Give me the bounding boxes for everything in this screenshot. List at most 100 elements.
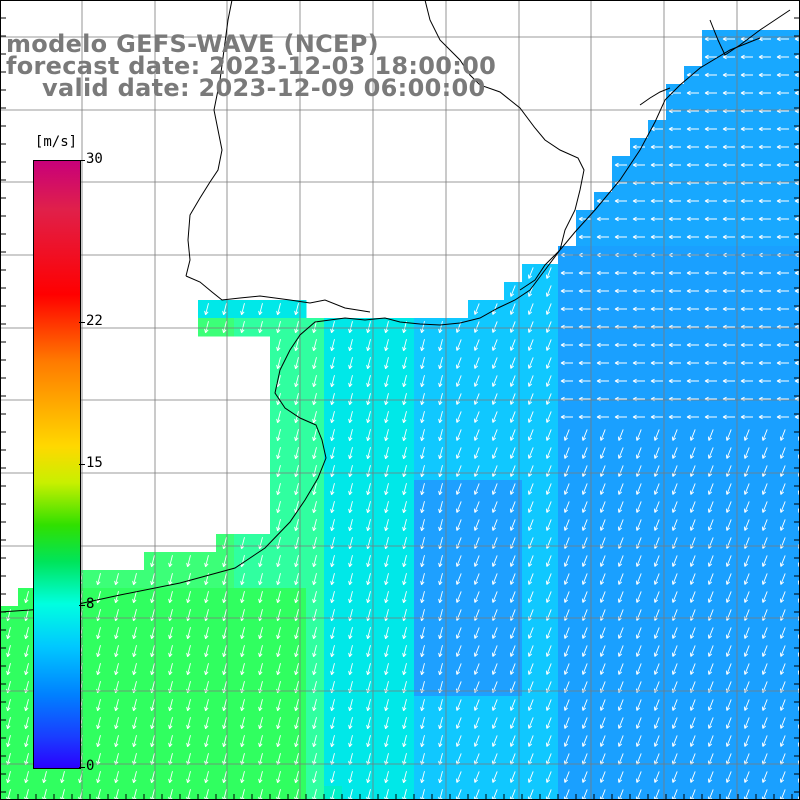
wind-arrow <box>527 339 534 351</box>
wind-arrow <box>402 375 407 388</box>
wind-arrow <box>671 447 678 459</box>
wind-arrow <box>707 447 714 459</box>
wind-arrows <box>6 36 800 800</box>
wind-arrow <box>438 483 443 496</box>
wind-arrow <box>509 501 516 513</box>
wind-arrow <box>402 573 407 586</box>
wind-arrow <box>545 285 552 297</box>
wind-arrow <box>366 555 371 568</box>
wind-arrow <box>473 663 480 675</box>
wind-arrow <box>96 771 101 784</box>
wind-arrow <box>725 663 732 675</box>
wind-arrow <box>632 216 645 222</box>
wind-arrow <box>509 411 516 423</box>
wind-arrow <box>24 699 29 712</box>
wind-arrow <box>276 339 281 352</box>
wind-arrow <box>761 555 768 567</box>
wind-arrow <box>491 663 498 675</box>
wind-arrow <box>366 717 371 730</box>
wind-arrow <box>545 555 552 567</box>
wind-arrow <box>420 645 425 658</box>
wind-arrow <box>707 699 714 711</box>
wind-arrow <box>596 342 609 348</box>
wind-arrow <box>671 771 678 783</box>
wind-arrow <box>743 663 750 675</box>
wind-arrow <box>509 285 516 297</box>
wind-arrow <box>794 144 800 150</box>
wind-arrow <box>545 717 552 729</box>
wind-arrow <box>150 771 155 784</box>
wind-arrow <box>599 699 606 711</box>
wind-arrow <box>366 699 371 712</box>
wind-arrow <box>294 717 299 730</box>
wind-arrow <box>294 447 299 460</box>
wind-arrow <box>545 645 552 657</box>
wind-arrow <box>596 378 609 384</box>
wind-arrow <box>258 663 263 676</box>
wind-arrow <box>420 411 425 424</box>
wind-arrow <box>132 573 137 586</box>
wind-arrow <box>276 591 281 604</box>
wind-arrow <box>438 591 443 604</box>
wind-arrow <box>509 699 516 711</box>
wind-arrow <box>276 483 281 496</box>
wind-arrow <box>725 501 732 513</box>
wind-arrow <box>294 375 299 388</box>
wind-arrow <box>348 645 353 658</box>
wind-arrow <box>276 303 281 316</box>
wind-arrow <box>402 465 407 478</box>
wind-arrow <box>420 447 425 460</box>
wind-arrow <box>258 573 263 586</box>
wind-arrow <box>599 573 606 585</box>
wind-arrow <box>758 342 771 348</box>
wind-arrow <box>491 447 498 459</box>
wind-arrow <box>491 591 498 603</box>
wind-arrow <box>794 216 800 222</box>
wind-arrow <box>617 735 624 747</box>
wind-arrow <box>114 735 119 748</box>
wind-arrow <box>366 411 371 424</box>
colorbar-tick-label: 22 <box>86 312 103 329</box>
wind-arrow <box>689 699 696 711</box>
wind-arrow <box>527 267 534 279</box>
wind-arrow <box>384 627 389 640</box>
wind-arrow <box>420 429 425 442</box>
wind-arrow <box>776 144 789 150</box>
wind-arrow <box>794 306 800 312</box>
wind-cell <box>792 426 800 445</box>
wind-arrow <box>632 360 645 366</box>
wind-arrow <box>614 162 627 168</box>
wind-arrow <box>668 144 681 150</box>
wind-arrow <box>438 771 443 784</box>
wind-arrow <box>704 306 717 312</box>
wind-arrow <box>545 627 552 639</box>
wind-arrow <box>722 234 735 240</box>
wind-arrow <box>438 357 443 370</box>
wind-arrow <box>509 717 516 729</box>
wind-arrow <box>114 573 119 586</box>
wind-arrow <box>632 378 645 384</box>
wind-cell <box>504 786 523 800</box>
wind-arrow <box>366 321 371 334</box>
wind-arrow <box>348 555 353 568</box>
wind-arrow <box>222 303 227 316</box>
wind-arrow <box>276 645 281 658</box>
wind-arrow <box>617 555 624 567</box>
wind-cell <box>540 786 559 800</box>
wind-arrow <box>581 663 588 675</box>
wind-arrow <box>617 627 624 639</box>
wind-arrow <box>617 501 624 513</box>
wind-arrow <box>614 288 627 294</box>
wind-arrow <box>743 627 750 639</box>
wind-arrow <box>581 519 588 531</box>
wind-arrow <box>740 36 753 42</box>
wind-arrow <box>348 717 353 730</box>
wind-arrow <box>438 573 443 586</box>
wind-arrow <box>527 393 534 405</box>
wind-arrow <box>527 555 534 567</box>
wind-arrow <box>686 144 699 150</box>
wind-arrow <box>438 699 443 712</box>
wind-arrow <box>545 735 552 747</box>
wind-arrow <box>779 573 786 585</box>
